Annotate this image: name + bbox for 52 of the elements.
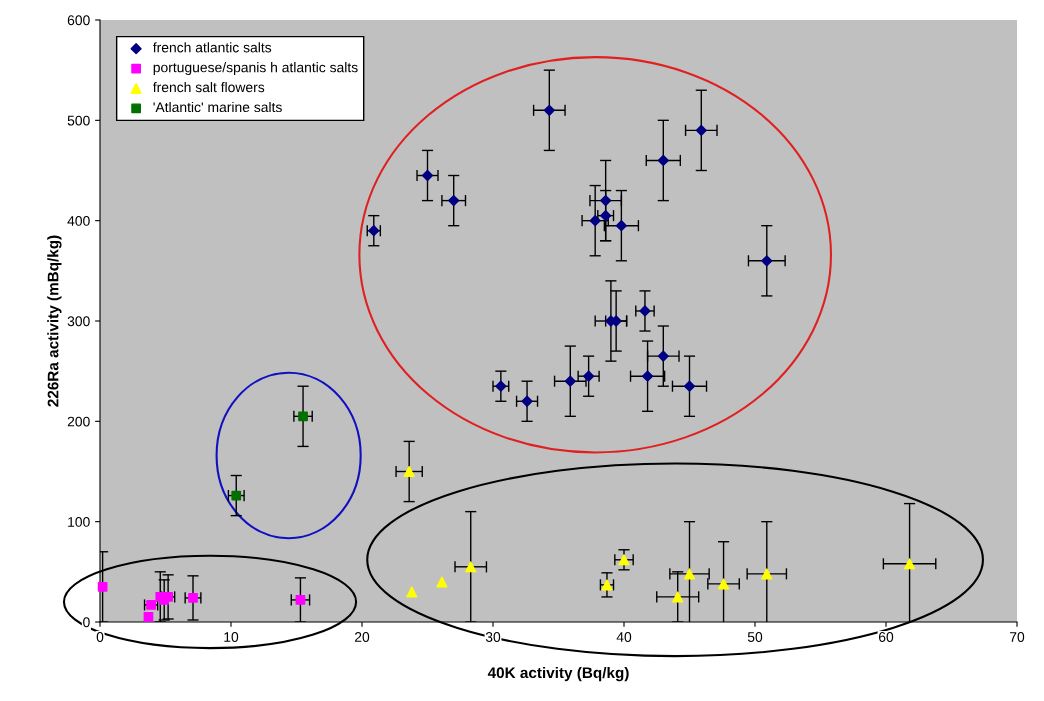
point	[618, 554, 630, 566]
point	[97, 582, 108, 592]
x-axis-title: 40K activity (Bq/kg)	[487, 666, 629, 682]
x-tick-label: 50	[747, 632, 763, 642]
y-axis-title: 226Ra activity (mBq/kg)	[47, 235, 62, 407]
point	[583, 370, 595, 382]
y-tick-label: 200	[67, 416, 90, 427]
y-tick-label: 500	[67, 115, 90, 126]
point	[904, 558, 916, 570]
point	[421, 169, 434, 182]
x-tick-label: 0	[96, 632, 104, 642]
point	[641, 370, 654, 382]
point	[718, 578, 730, 590]
x-tick-label: 40	[616, 632, 632, 642]
point	[436, 576, 448, 588]
point	[600, 194, 612, 207]
point	[521, 395, 533, 407]
y-tick-label: 300	[67, 316, 90, 327]
legend-label: portuguese/spanis h atlantic salts	[153, 62, 358, 76]
legend-label: french salt flowers	[152, 82, 265, 93]
point	[231, 490, 242, 501]
y-tick-label: 100	[68, 517, 90, 527]
point	[403, 465, 415, 478]
point	[448, 194, 460, 207]
point	[564, 375, 576, 387]
x-tick-label: 60	[878, 632, 894, 642]
point	[543, 104, 555, 116]
point	[657, 154, 669, 167]
x-tick-label: 30	[485, 632, 501, 642]
point	[615, 220, 627, 232]
point	[683, 568, 696, 580]
point	[298, 411, 308, 422]
point	[406, 586, 418, 598]
point	[683, 380, 696, 392]
x-tick-label: 20	[354, 632, 370, 642]
point	[672, 591, 684, 603]
y-tick-label: 0	[83, 617, 90, 628]
x-tick-label: 70	[1009, 632, 1025, 642]
y-tick-label: 600	[67, 15, 90, 26]
x-tick-label: 10	[224, 632, 239, 642]
point	[465, 561, 477, 573]
point	[761, 255, 773, 267]
legend-label: french atlantic salts	[152, 42, 272, 53]
point	[188, 593, 198, 603]
point	[695, 124, 707, 136]
point	[143, 612, 154, 622]
point	[589, 215, 601, 227]
legend-label: 'Atlantic' marine salts	[153, 101, 282, 113]
point	[657, 350, 669, 362]
y-tick-label: 400	[67, 216, 90, 226]
point	[295, 595, 306, 605]
point	[761, 568, 773, 580]
